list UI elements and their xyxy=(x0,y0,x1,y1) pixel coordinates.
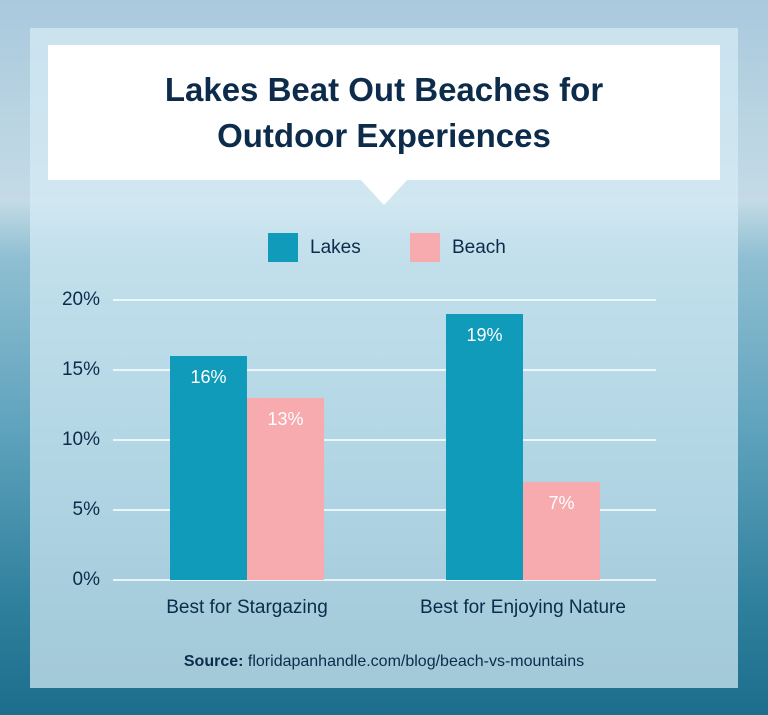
source-url: floridapanhandle.com/blog/beach-vs-mount… xyxy=(248,653,584,670)
bar xyxy=(247,398,324,580)
value-label: 13% xyxy=(267,409,303,429)
source: Source: floridapanhandle.com/blog/beach-… xyxy=(184,653,584,670)
x-tick-label: Best for Stargazing xyxy=(166,597,328,618)
legend-swatch xyxy=(410,233,440,262)
chart-title: Lakes Beat Out Beaches for Outdoor Exper… xyxy=(164,70,604,154)
value-label: 7% xyxy=(548,493,574,513)
y-tick-label: 15% xyxy=(62,359,100,380)
value-label: 16% xyxy=(190,367,226,387)
bar xyxy=(446,314,523,580)
y-tick-label: 5% xyxy=(73,499,101,520)
title-box: Lakes Beat Out Beaches for Outdoor Exper… xyxy=(48,45,720,180)
y-tick-label: 0% xyxy=(73,569,101,590)
x-tick-label: Best for Enjoying Nature xyxy=(420,597,626,618)
legend-label: Beach xyxy=(452,237,506,258)
bar xyxy=(523,482,600,580)
bar xyxy=(170,356,247,580)
title-pointer xyxy=(360,179,408,205)
legend-label: Lakes xyxy=(310,237,361,258)
y-tick-label: 10% xyxy=(62,429,100,450)
source-label: Source: xyxy=(184,653,244,670)
y-tick-label: 20% xyxy=(62,289,100,310)
value-label: 19% xyxy=(466,325,502,345)
legend-swatch xyxy=(268,233,298,262)
